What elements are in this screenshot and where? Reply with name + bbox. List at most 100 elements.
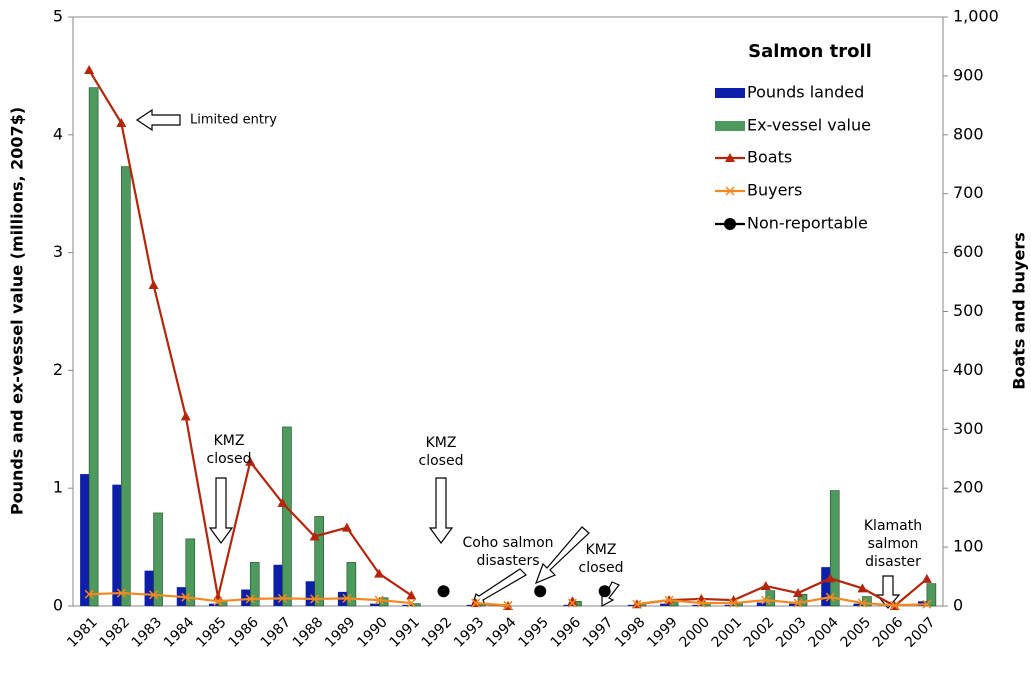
marker bbox=[374, 568, 385, 578]
marker bbox=[342, 593, 352, 603]
bar bbox=[153, 512, 163, 607]
marker bbox=[857, 583, 868, 593]
legend-label: Pounds landed bbox=[747, 83, 864, 102]
marker bbox=[374, 595, 384, 605]
bar bbox=[926, 583, 937, 607]
marker bbox=[180, 411, 191, 421]
marker bbox=[471, 598, 481, 608]
bar bbox=[466, 604, 476, 606]
arrow bbox=[135, 108, 181, 132]
annotation: Coho salmon bbox=[462, 535, 553, 551]
x-tick-label: 1981 bbox=[64, 614, 101, 651]
legend-label: Boats bbox=[747, 148, 792, 167]
y-axis-title: Pounds and ex-vessel value (millions, 20… bbox=[8, 107, 27, 515]
bar bbox=[563, 604, 573, 606]
y-tick-label: 2 bbox=[53, 360, 63, 379]
marker bbox=[213, 596, 223, 606]
y2-tick-label: 1,000 bbox=[953, 7, 999, 26]
y2-tick-label: 800 bbox=[953, 124, 984, 143]
annotation: closed bbox=[419, 453, 464, 469]
y2-tick-label: 300 bbox=[953, 419, 984, 438]
marker bbox=[437, 585, 450, 598]
bar bbox=[249, 562, 260, 607]
marker bbox=[760, 580, 771, 590]
x-tick-label: 1983 bbox=[129, 614, 166, 651]
bar bbox=[797, 593, 808, 607]
marker bbox=[825, 573, 836, 583]
y2-tick-label: 200 bbox=[953, 478, 984, 497]
arrow bbox=[534, 526, 590, 585]
x-tick-label: 1993 bbox=[451, 614, 488, 651]
annotation: KMZ bbox=[426, 435, 457, 451]
bar bbox=[121, 166, 131, 607]
annotation: KMZ bbox=[214, 433, 245, 449]
y-tick-label: 0 bbox=[53, 596, 63, 615]
x-tick-label: 1997 bbox=[580, 614, 617, 651]
arrow bbox=[208, 477, 234, 545]
bar bbox=[660, 603, 670, 606]
y2-tick-label: 900 bbox=[953, 65, 984, 84]
marker bbox=[341, 522, 352, 532]
y-tick-label: 4 bbox=[53, 124, 63, 143]
x-tick-label: 2000 bbox=[676, 614, 713, 651]
bar bbox=[411, 603, 421, 607]
bar bbox=[241, 589, 251, 606]
annotation: closed bbox=[207, 451, 252, 467]
bar bbox=[282, 426, 292, 607]
marker bbox=[406, 590, 417, 600]
y2-tick-label: 700 bbox=[953, 183, 984, 202]
bar bbox=[756, 602, 766, 606]
marker bbox=[567, 596, 578, 606]
x-tick-label: 1988 bbox=[290, 614, 327, 651]
x-tick-label: 1996 bbox=[548, 614, 585, 651]
x-tick-label: 1995 bbox=[515, 614, 552, 651]
x-tick-label: 2007 bbox=[902, 614, 939, 651]
x-tick-label: 2001 bbox=[709, 614, 746, 651]
legend-label: Buyers bbox=[747, 181, 802, 200]
legend-swatch bbox=[715, 88, 745, 98]
y2-tick-label: 400 bbox=[953, 360, 984, 379]
x-tick-label: 1994 bbox=[483, 614, 520, 651]
y2-tick-label: 100 bbox=[953, 537, 984, 556]
y-tick-label: 3 bbox=[53, 242, 63, 261]
bar bbox=[862, 596, 872, 607]
marker bbox=[503, 600, 513, 610]
bar bbox=[829, 490, 840, 607]
marker bbox=[406, 598, 416, 608]
legend-label: Ex-vessel value bbox=[747, 116, 871, 135]
marker bbox=[148, 279, 159, 289]
x-tick-label: 1998 bbox=[612, 614, 649, 651]
marker bbox=[729, 598, 739, 608]
x-tick-label: 1985 bbox=[193, 614, 230, 651]
marker bbox=[277, 593, 287, 603]
bar bbox=[209, 603, 218, 606]
marker bbox=[890, 600, 900, 610]
x-tick-label: 1982 bbox=[96, 614, 133, 651]
marker bbox=[921, 573, 932, 583]
legend-label: Non-reportable bbox=[747, 214, 868, 233]
x-tick-label: 1986 bbox=[225, 614, 262, 651]
annotation: Klamath bbox=[864, 518, 922, 534]
x-tick-label: 1990 bbox=[354, 614, 391, 651]
marker bbox=[534, 585, 547, 598]
x-tick-label: 1989 bbox=[322, 614, 359, 651]
bar bbox=[112, 484, 122, 606]
arrow bbox=[428, 477, 454, 545]
marker bbox=[922, 599, 932, 609]
marker bbox=[245, 456, 256, 466]
y-tick-label: 5 bbox=[53, 7, 63, 26]
marker bbox=[116, 588, 126, 598]
x-tick-label: 2005 bbox=[838, 614, 875, 651]
y2-axis-title: Boats and buyers bbox=[1010, 232, 1029, 389]
marker bbox=[116, 118, 127, 128]
bar bbox=[144, 570, 154, 606]
bar bbox=[305, 581, 315, 606]
annotation: salmon bbox=[868, 536, 919, 552]
marker bbox=[277, 497, 288, 507]
marker bbox=[84, 65, 95, 75]
marker bbox=[857, 598, 867, 608]
marker bbox=[598, 585, 611, 598]
marker bbox=[309, 531, 320, 541]
x-tick-label: 2006 bbox=[870, 614, 907, 651]
marker bbox=[724, 218, 736, 230]
